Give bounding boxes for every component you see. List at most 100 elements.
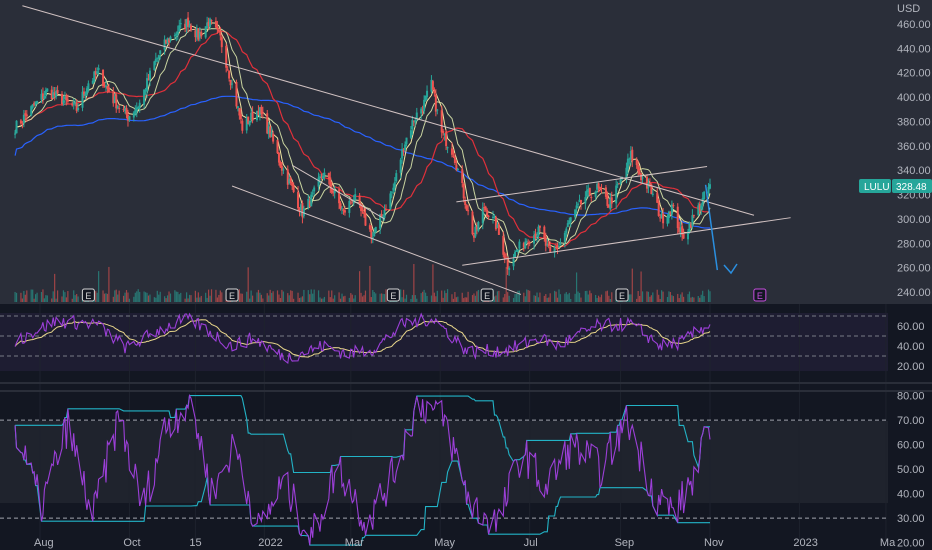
- candle-body: [382, 216, 385, 218]
- candle-body: [525, 241, 528, 243]
- candle-body: [486, 209, 489, 217]
- candle-body: [537, 226, 540, 236]
- moving-averages: [14, 22, 711, 264]
- volume-bar: [423, 289, 425, 302]
- volume-bar: [310, 289, 312, 302]
- candle-body: [153, 61, 156, 71]
- candle-body: [494, 216, 497, 230]
- volume-bar: [473, 293, 475, 302]
- candle-body: [559, 243, 562, 245]
- volume-bar: [259, 292, 261, 302]
- volume-bar: [640, 271, 642, 302]
- candle-body: [384, 209, 387, 211]
- volume-bar: [117, 294, 119, 302]
- volume-bar: [24, 294, 26, 302]
- candle-body: [209, 18, 212, 27]
- candle-body: [55, 90, 58, 97]
- candle-body: [662, 213, 665, 224]
- candle-body: [258, 107, 261, 115]
- candle-body: [332, 190, 335, 194]
- stoch-tick-label: 80.00: [897, 391, 925, 403]
- candle-body: [319, 176, 322, 178]
- candle-body: [116, 106, 119, 108]
- volume-bar: [589, 290, 591, 302]
- candle-body: [320, 177, 323, 179]
- candle-body: [590, 197, 593, 199]
- volume-bar: [641, 291, 644, 302]
- candle-body: [308, 200, 311, 208]
- candle-body: [569, 217, 572, 222]
- stoch-lower-band: [14, 425, 710, 546]
- volume-bar: [400, 289, 402, 302]
- price-tick-label: 280.00: [897, 238, 931, 250]
- volume-bar: [416, 298, 418, 302]
- candle-body: [700, 205, 703, 210]
- volume-bar: [108, 266, 110, 302]
- candle-body: [206, 22, 209, 28]
- volume-bar: [36, 292, 38, 302]
- volume-bar: [175, 291, 177, 302]
- volume-bar: [269, 289, 271, 302]
- candle-body: [132, 112, 135, 118]
- candle-body: [669, 211, 672, 215]
- candle-body: [134, 109, 137, 114]
- candle-body: [354, 194, 357, 200]
- candle-body: [641, 177, 644, 179]
- volume-bar: [158, 294, 160, 302]
- candle-body: [467, 210, 470, 212]
- volume-bar: [165, 298, 167, 302]
- volume-bar: [587, 294, 589, 302]
- volume-bar: [608, 295, 610, 302]
- volume-bar: [177, 291, 179, 302]
- volume-bar: [424, 292, 427, 302]
- candle-body: [112, 91, 115, 104]
- trendlines: [22, 5, 791, 295]
- candle-body: [21, 122, 24, 124]
- candle-body: [456, 168, 459, 171]
- candle-body: [280, 165, 283, 171]
- earnings-badge-label: E: [85, 291, 91, 301]
- volume-bar: [495, 295, 497, 302]
- volume-bar: [281, 289, 283, 302]
- candle-body: [231, 83, 234, 85]
- volume-bar: [122, 295, 125, 302]
- candle-body: [178, 25, 181, 31]
- volume-bar: [143, 291, 145, 302]
- candle-body: [220, 37, 223, 48]
- candle-body: [703, 191, 706, 200]
- volume-bar: [515, 293, 518, 302]
- volume-bar: [549, 293, 551, 302]
- volume-bar: [669, 292, 672, 302]
- candle-body: [409, 130, 412, 138]
- candle-body: [650, 184, 653, 195]
- volume-bar: [144, 292, 147, 302]
- volume-bar: [656, 289, 658, 302]
- candle-body: [261, 112, 264, 114]
- volume-bar: [666, 296, 669, 302]
- candle-body: [536, 235, 539, 238]
- volume-bar: [102, 290, 104, 302]
- stoch-tick-label: 30.00: [897, 513, 925, 525]
- candle-body: [709, 184, 711, 189]
- volume-bar: [661, 290, 663, 302]
- candle-body: [651, 193, 654, 195]
- candle-body: [289, 177, 292, 183]
- volume-bar: [404, 298, 406, 302]
- volume-bars: [14, 264, 711, 302]
- candle-body: [168, 39, 171, 43]
- volume-bar: [40, 291, 43, 302]
- volume-bar: [543, 295, 545, 302]
- volume-bar: [413, 264, 415, 302]
- candle-body: [307, 198, 310, 208]
- volume-bar: [637, 290, 639, 302]
- candle-body: [349, 202, 352, 204]
- candle-body: [219, 30, 222, 36]
- volume-bar: [658, 294, 660, 302]
- volume-bar: [474, 295, 477, 302]
- volume-bar: [247, 267, 249, 302]
- volume-bar: [166, 295, 169, 302]
- candle-body: [692, 215, 695, 217]
- volume-bar: [67, 291, 69, 302]
- candle-body: [657, 201, 660, 216]
